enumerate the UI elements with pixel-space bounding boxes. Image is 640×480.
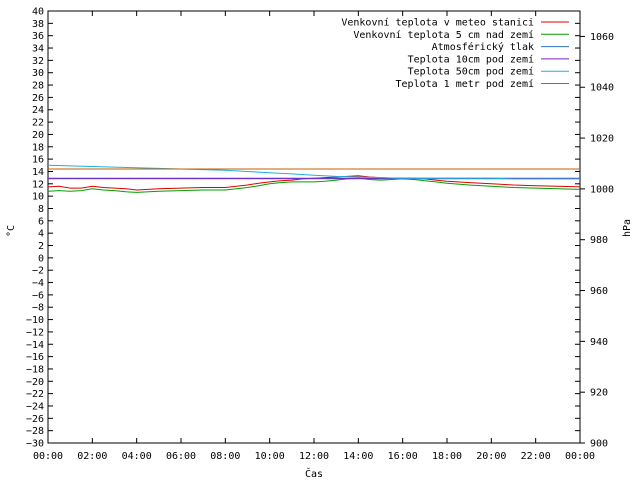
- left-tick-label: −18: [26, 364, 44, 375]
- right-tick-label: 1020: [590, 134, 614, 145]
- x-tick-label: 00:00: [33, 451, 63, 462]
- left-tick-label: 24: [32, 105, 44, 116]
- series-lines: [47, 164, 581, 193]
- x-axis-label: Čas: [305, 467, 323, 480]
- left-tick-label: 2: [38, 241, 44, 252]
- left-tick-label: 14: [32, 167, 44, 178]
- right-axis-ticks: 900 920 940 960 980 1000 1020 1040 1060: [580, 32, 614, 450]
- right-tick-label: 960: [590, 286, 608, 297]
- x-tick-label: 16:00: [388, 451, 418, 462]
- left-tick-label: 34: [32, 44, 44, 55]
- left-tick-label: 22: [32, 118, 44, 129]
- left-tick-label: −28: [26, 426, 44, 437]
- left-tick-label: −16: [26, 352, 44, 363]
- legend-label: Teplota 10cm pod zemí: [408, 53, 534, 65]
- x-tick-label: 18:00: [432, 451, 462, 462]
- left-tick-label: −22: [26, 389, 44, 400]
- legend-label: Venkovní teplota 5 cm nad zemí: [353, 29, 534, 41]
- left-tick-label: −30: [26, 439, 44, 450]
- y-axis-label-right: hPa: [622, 219, 633, 237]
- left-tick-label: −26: [26, 414, 44, 425]
- series-line: [47, 164, 580, 180]
- left-tick-label: 18: [32, 142, 44, 153]
- legend-label: Atmosférický tlak: [432, 41, 534, 53]
- left-tick-label: 12: [32, 179, 44, 190]
- right-tick-label: 1000: [590, 184, 614, 195]
- left-tick-label: −8: [32, 303, 44, 314]
- x-tick-label: 00:00: [565, 451, 595, 462]
- legend-label: Venkovní teplota v meteo stanici: [341, 17, 534, 29]
- left-tick-label: −10: [26, 315, 44, 326]
- left-tick-label: 36: [32, 31, 44, 42]
- left-tick-label: 6: [38, 216, 44, 227]
- left-tick-label: 32: [32, 56, 44, 67]
- legend-label: Teplota 50cm pod zemí: [408, 66, 534, 78]
- y-axis-label-left: °C: [6, 225, 17, 237]
- series-line: [47, 177, 581, 193]
- x-axis-ticks: 00:00 02:00 04:00 06:00 08:00 10:00 12:00 14:00…: [33, 11, 595, 462]
- right-tick-label: 920: [590, 388, 608, 399]
- legend-label: Teplota 1 metr pod zemí: [396, 78, 534, 90]
- left-tick-label: 40: [32, 7, 44, 18]
- left-tick-label: 0: [38, 253, 44, 264]
- left-tick-label: −4: [32, 278, 44, 289]
- left-tick-label: −14: [26, 340, 44, 351]
- left-tick-label: −20: [26, 377, 44, 388]
- left-tick-label: 10: [32, 192, 44, 203]
- x-tick-label: 12:00: [299, 451, 329, 462]
- legend: Venkovní teplota v meteo staniciVenkovní…: [341, 17, 569, 90]
- left-tick-label: 4: [38, 229, 44, 240]
- left-tick-label: 28: [32, 81, 44, 92]
- x-tick-label: 06:00: [166, 451, 196, 462]
- x-tick-label: 14:00: [343, 451, 373, 462]
- right-tick-label: 980: [590, 235, 608, 246]
- right-tick-label: 900: [590, 439, 608, 450]
- left-tick-label: 16: [32, 155, 44, 166]
- left-tick-label: −24: [26, 401, 44, 412]
- x-tick-label: 10:00: [255, 451, 285, 462]
- left-tick-label: −12: [26, 327, 44, 338]
- left-tick-label: 8: [38, 204, 44, 215]
- left-tick-label: 30: [32, 68, 44, 79]
- left-tick-label: 20: [32, 130, 44, 141]
- x-tick-label: 22:00: [521, 451, 551, 462]
- left-tick-label: 26: [32, 93, 44, 104]
- x-tick-label: 20:00: [476, 451, 506, 462]
- x-tick-label: 02:00: [77, 451, 107, 462]
- left-axis-ticks: −30−28−26−24−22−20−18−16−14−12−10−8−6−4−…: [26, 7, 580, 450]
- right-tick-label: 1040: [590, 83, 614, 94]
- left-tick-label: 38: [32, 19, 44, 30]
- x-tick-label: 08:00: [210, 451, 240, 462]
- x-tick-label: 04:00: [122, 451, 152, 462]
- right-tick-label: 940: [590, 337, 608, 348]
- right-tick-label: 1060: [590, 32, 614, 43]
- left-tick-label: −6: [32, 290, 44, 301]
- left-tick-label: −2: [32, 266, 44, 277]
